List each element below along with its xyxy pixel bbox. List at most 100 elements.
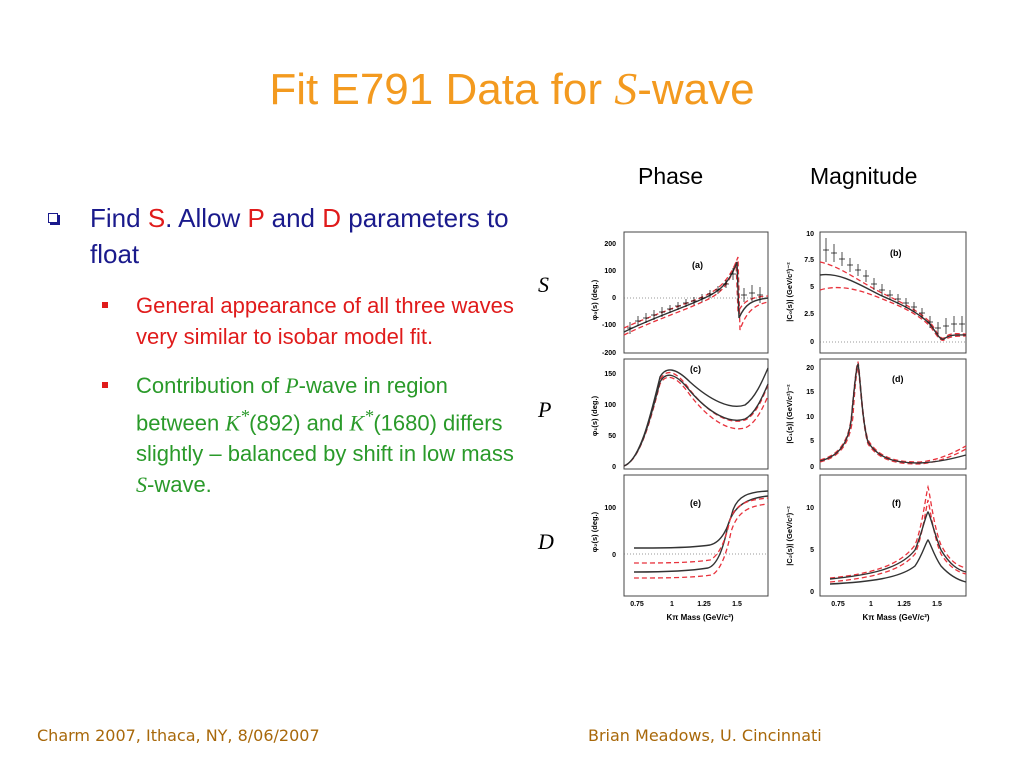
bullet-text: and [264, 203, 323, 233]
y-tick-label: 7.5 [804, 257, 814, 264]
panel-b-frame [819, 231, 967, 354]
kstar-symbol: K [225, 410, 240, 436]
fit-curve [819, 273, 967, 340]
sub-bullet-text: -wave. [147, 472, 212, 498]
data-point [715, 286, 721, 294]
data-point [935, 322, 941, 334]
data-point [911, 302, 917, 312]
wave-s-label: S [147, 203, 166, 233]
data-point [927, 316, 933, 328]
data-point [855, 264, 861, 276]
band-curve [623, 261, 769, 336]
y-tick-label: 0 [612, 295, 616, 302]
data-point [895, 294, 901, 304]
data-point [643, 313, 649, 323]
sub-bullet-text: (1680) differs slightly – balanced by sh… [136, 410, 514, 467]
panel-a-curves [623, 256, 769, 336]
wave-s-italic: S [136, 472, 147, 498]
data-point [659, 307, 665, 317]
y-tick-label: 5 [810, 284, 814, 291]
data-point [699, 294, 705, 302]
slide-title: Fit E791 Data for S-wave [0, 62, 1024, 115]
title-prefix: Fit E791 Data for [269, 65, 615, 114]
panel-c-curves [623, 367, 769, 467]
sub-bullet-text: Contribution of [136, 373, 286, 398]
band-curve [829, 499, 967, 583]
row-label-s: S [538, 272, 549, 297]
data-point [839, 252, 845, 266]
y-tick-label: 100 [604, 268, 616, 275]
column-label-phase: Phase [638, 163, 704, 189]
y-axis-label-c: φ₁(s) (deg.) [590, 395, 599, 436]
sub-bullet-1: General appearance of all three waves ve… [44, 290, 514, 352]
data-point [667, 305, 673, 313]
panel-d-curves [819, 361, 967, 465]
y-tick-label: 5 [810, 547, 814, 554]
fit-curve [819, 363, 967, 464]
y-tick-label: 15 [806, 389, 814, 396]
footer-right: Brian Meadows, U. Cincinnati [588, 726, 822, 745]
x-tick-label: 1.5 [732, 601, 742, 608]
data-point [903, 298, 909, 308]
panel-tag-f: (f) [892, 498, 901, 508]
panel-a-points [627, 268, 763, 334]
hollow-square-bullet-icon [48, 213, 58, 223]
y-axis-label-e: φ₂(s) (deg.) [590, 511, 599, 552]
bullet-main: Find S. Allow P and D parameters to floa… [44, 200, 514, 272]
panel-tag-c: (c) [690, 364, 701, 374]
data-point [831, 244, 837, 262]
y-tick-label: 0 [810, 589, 814, 596]
bullet-list: Find S. Allow P and D parameters to floa… [44, 200, 514, 500]
band-curve [819, 286, 967, 341]
data-point [951, 316, 957, 332]
y-tick-label: 0 [810, 464, 814, 471]
band-curve [623, 256, 769, 331]
x-tick-label: 1.25 [897, 601, 911, 608]
data-point [847, 258, 853, 272]
row-label-d: D [538, 529, 554, 554]
band-curve [829, 484, 967, 579]
sub-bullet-text: (892) and [249, 410, 350, 436]
sub-bullet-2: Contribution of P-wave in region between… [44, 370, 514, 500]
title-suffix: -wave [637, 65, 755, 114]
data-point [651, 310, 657, 320]
panel-d-frame [819, 358, 967, 470]
data-point [887, 290, 893, 300]
x-tick-label: 0.75 [630, 601, 644, 608]
y-tick-label: 0 [810, 339, 814, 346]
y-tick-label: 50 [608, 433, 616, 440]
fit-curve [623, 374, 769, 467]
title-italic: S [614, 63, 638, 114]
panel-e-curves [633, 490, 769, 579]
data-point [871, 278, 877, 290]
fit-curve [829, 539, 967, 585]
y-tick-label: -200 [602, 350, 616, 357]
data-point [749, 285, 755, 301]
y-tick-label: 0 [612, 552, 616, 559]
panel-tag-a: (a) [692, 260, 703, 270]
band-curve [633, 497, 769, 564]
bullet-text: parameters to float [90, 203, 509, 269]
band-curve [819, 261, 967, 339]
panel-f-frame [819, 474, 967, 597]
panel-b-curves [819, 261, 967, 341]
data-point [757, 287, 763, 303]
y-tick-label: 10 [806, 231, 814, 238]
data-point [683, 299, 689, 307]
data-point [707, 290, 713, 298]
y-tick-label: 150 [604, 371, 616, 378]
wave-d-label: D [322, 203, 342, 233]
sub-bullet-text: General appearance of all three waves ve… [136, 293, 514, 349]
panel-b-points [823, 238, 965, 334]
y-axis-label-d: |C₁(s)| (GeV/c²)⁻² [785, 384, 794, 444]
data-point [741, 288, 747, 302]
y-tick-label: 200 [604, 241, 616, 248]
panel-f-curves [829, 484, 967, 585]
fit-curve [633, 495, 769, 573]
square-bullet-icon [102, 382, 108, 388]
panel-e-frame [623, 474, 769, 597]
data-point [863, 270, 869, 282]
panel-tag-e: (e) [690, 498, 701, 508]
y-tick-label: 2.5 [804, 311, 814, 318]
